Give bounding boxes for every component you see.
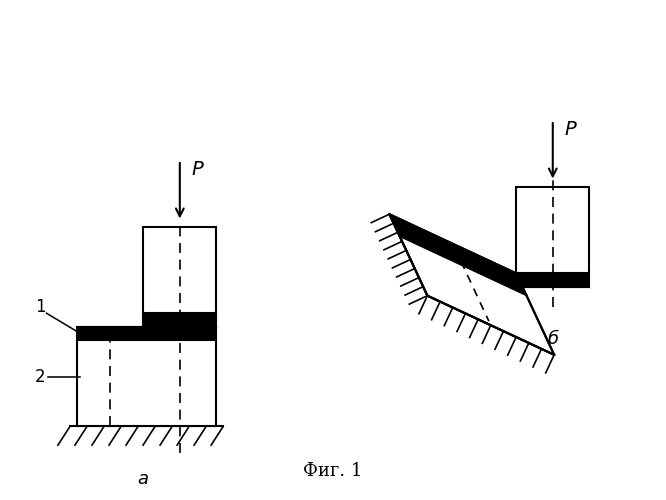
Text: Фиг. 1: Фиг. 1 (303, 462, 363, 480)
Bar (77, 326, 216, 426)
Text: P: P (192, 160, 204, 179)
Text: 1: 1 (35, 298, 45, 316)
Text: 2: 2 (35, 368, 45, 386)
Bar (143, 314, 216, 326)
Bar (516, 186, 589, 286)
Bar (143, 226, 216, 326)
Text: а: а (138, 470, 149, 488)
Text: P: P (565, 120, 577, 139)
Bar (77, 326, 216, 340)
Text: б: б (547, 330, 558, 348)
Polygon shape (390, 214, 526, 295)
Bar (516, 274, 589, 286)
Polygon shape (390, 214, 554, 355)
